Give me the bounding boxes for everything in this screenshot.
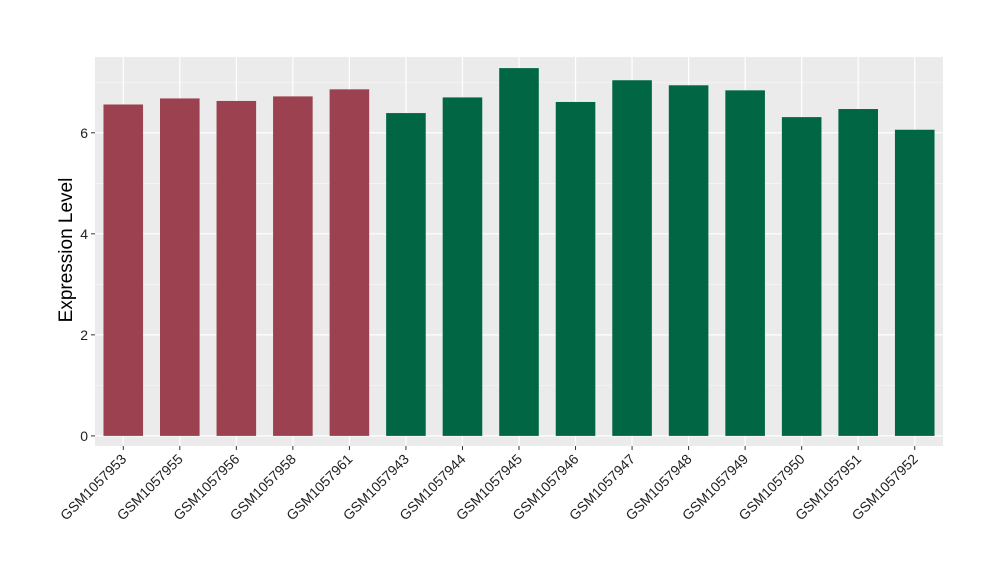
bar-GSM1057955	[160, 98, 200, 436]
bar-GSM1057949	[725, 90, 765, 436]
bar-GSM1057953	[103, 104, 144, 436]
y-tick-label: 4	[80, 226, 88, 242]
y-tick-label: 2	[80, 327, 88, 343]
bar-GSM1057961	[329, 89, 370, 436]
bar-GSM1057943	[386, 113, 426, 436]
bar-GSM1057958	[273, 96, 313, 436]
plot-area: 0246GSM1057953GSM1057955GSM1057956GSM105…	[57, 57, 943, 523]
y-tick-label: 0	[80, 428, 88, 444]
bar-GSM1057952	[894, 129, 935, 436]
y-tick-label: 6	[80, 125, 88, 141]
y-axis-title: Expression Level	[56, 178, 77, 323]
bar-GSM1057947	[612, 80, 652, 436]
bar-GSM1057950	[781, 117, 822, 436]
bar-GSM1057956	[216, 100, 257, 436]
bar-GSM1057945	[499, 68, 539, 436]
bar-GSM1057948	[668, 85, 709, 436]
bar-GSM1057951	[838, 109, 878, 436]
bar-GSM1057946	[555, 101, 596, 436]
bar-GSM1057944	[442, 97, 483, 436]
